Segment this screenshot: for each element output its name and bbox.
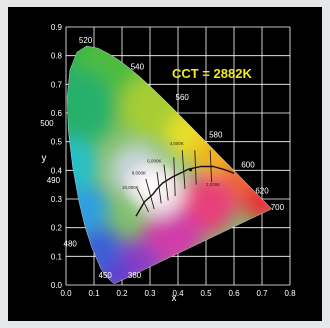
isotherm-label: 8,000K xyxy=(132,170,146,175)
spectral-locus-outline xyxy=(66,45,273,284)
x-tick-label: 0.3 xyxy=(144,289,156,298)
x-tick-label: 0.6 xyxy=(228,289,240,298)
isotherm-line xyxy=(145,178,155,210)
wavelength-label: 620 xyxy=(255,186,269,195)
wavelength-label: 380 xyxy=(128,271,142,280)
wavelength-label: 480 xyxy=(64,239,78,248)
cct-point xyxy=(189,168,193,172)
wavelength-label: 520 xyxy=(79,36,93,45)
wavelength-label: 490 xyxy=(47,176,61,185)
x-tick-label: 0.0 xyxy=(60,289,72,298)
wavelength-label: 580 xyxy=(209,130,223,139)
x-axis-label: x xyxy=(172,293,177,304)
wavelength-label: 540 xyxy=(131,62,145,71)
y-tick-label: 0.4 xyxy=(51,166,63,175)
wavelength-label: 500 xyxy=(40,119,54,128)
isotherm-label: 6,000K xyxy=(147,159,161,164)
isotherm-line xyxy=(173,157,176,197)
cie-chromaticity-figure: 10,000K 8,000K 6,000K 4,000K 2,000K 0.0 0.1 0.… xyxy=(8,7,322,321)
x-tick-label: 0.7 xyxy=(256,289,268,298)
wavelength-label: 600 xyxy=(241,160,255,169)
isotherm-line xyxy=(136,188,150,213)
y-tick-label: 0.0 xyxy=(51,281,63,290)
y-tick-label: 0.1 xyxy=(51,252,63,261)
y-tick-label: 0.9 xyxy=(51,23,63,32)
y-tick-label: 0.5 xyxy=(51,138,63,147)
isotherm-label: 10,000K xyxy=(122,185,139,190)
y-tick-label: 0.2 xyxy=(51,224,63,233)
wavelength-label: 700 xyxy=(271,203,285,212)
y-tick-label: 0.8 xyxy=(51,52,63,61)
wavelength-label: 450 xyxy=(99,271,113,280)
planckian-locus xyxy=(135,165,235,217)
spectral-locus-line xyxy=(66,45,273,284)
cct-annotation: CCT = 2882K xyxy=(172,66,252,81)
y-tick-label: 0.6 xyxy=(51,109,63,118)
spectral-locus-area xyxy=(67,46,272,284)
x-tick-label: 0.1 xyxy=(88,289,100,298)
x-tick-label: 0.5 xyxy=(200,289,212,298)
isotherm-label: 4,000K xyxy=(170,141,184,146)
axes: 0.0 0.1 0.2 0.3 0.4 0.5 0.6 0.7 0.8 0.0 0.1 0.2 0.3 0… xyxy=(51,23,296,298)
y-axis-label: y xyxy=(42,153,47,164)
isotherm-label: 2,000K xyxy=(206,182,220,187)
y-tick-label: 0.3 xyxy=(51,195,63,204)
x-tick-label: 0.8 xyxy=(284,289,296,298)
wavelength-label: 560 xyxy=(176,93,190,102)
y-tick-label: 0.7 xyxy=(51,80,63,89)
x-tick-label: 0.4 xyxy=(172,289,184,298)
isotherm-line xyxy=(163,164,169,201)
isotherm-line xyxy=(181,150,186,189)
planckian-locus-line xyxy=(135,165,235,217)
x-tick-label: 0.2 xyxy=(116,289,128,298)
